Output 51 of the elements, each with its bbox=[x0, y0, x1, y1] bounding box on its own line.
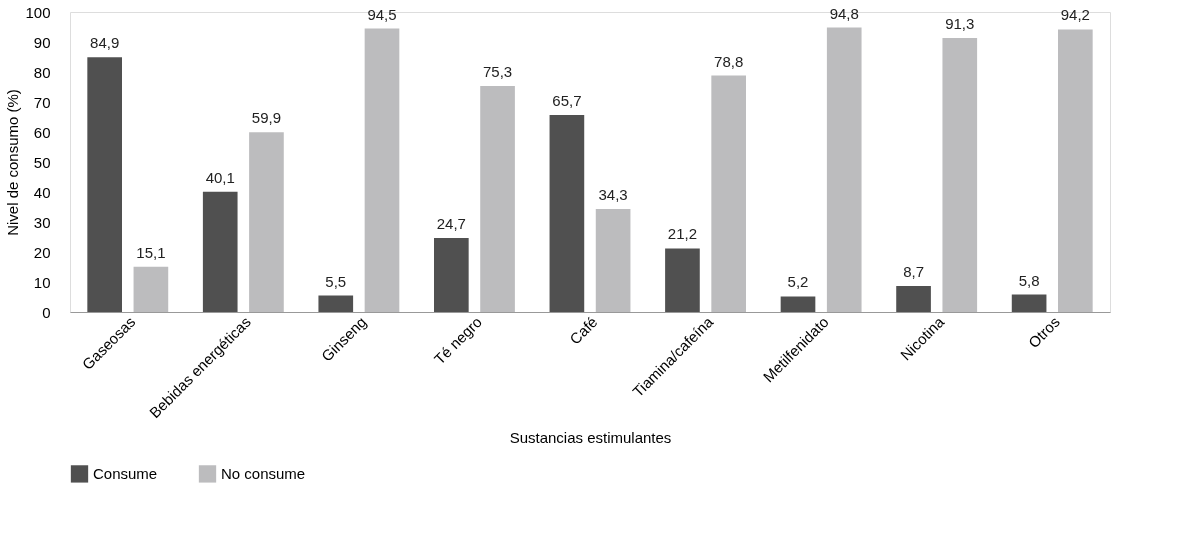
data-label: 59,9 bbox=[251, 109, 282, 127]
y-tick-label: 30 bbox=[33, 213, 51, 231]
data-label: 34,3 bbox=[598, 186, 628, 204]
bar bbox=[87, 57, 122, 312]
y-tick-label: 50 bbox=[33, 153, 51, 171]
data-label: 65,7 bbox=[552, 91, 582, 109]
data-label: 21,2 bbox=[667, 225, 698, 243]
y-tick-label: 10 bbox=[33, 273, 51, 291]
data-label: 94,2 bbox=[1060, 6, 1090, 24]
bar bbox=[1011, 294, 1047, 312]
bar bbox=[780, 296, 816, 312]
data-label: 91,3 bbox=[945, 15, 975, 33]
y-tick-label: 70 bbox=[33, 93, 51, 111]
bar bbox=[1058, 29, 1093, 312]
y-tick-label: 0 bbox=[42, 303, 51, 321]
data-label: 94,5 bbox=[367, 5, 397, 23]
legend-label: Consume bbox=[93, 464, 158, 482]
data-label: 75,3 bbox=[482, 63, 513, 81]
bar bbox=[480, 86, 515, 312]
data-label: 5,8 bbox=[1018, 271, 1040, 289]
y-tick-label: 90 bbox=[33, 33, 51, 51]
bar bbox=[711, 75, 746, 312]
bar bbox=[942, 38, 978, 312]
x-axis-title: Sustancias estimulantes bbox=[509, 429, 672, 447]
data-label: 40,1 bbox=[205, 168, 235, 186]
bar bbox=[133, 266, 169, 312]
legend-label: No consume bbox=[221, 464, 306, 482]
bar bbox=[896, 285, 931, 312]
bar bbox=[249, 132, 284, 312]
data-label: 84,9 bbox=[90, 34, 120, 52]
y-tick-label: 20 bbox=[33, 243, 51, 261]
data-label: 8,7 bbox=[903, 262, 924, 280]
y-axis-title: Nivel de consumo (%) bbox=[4, 89, 22, 236]
data-label: 15,1 bbox=[136, 243, 166, 261]
bar bbox=[595, 209, 631, 312]
bar bbox=[318, 295, 354, 312]
bar bbox=[202, 191, 238, 312]
bar bbox=[434, 237, 469, 312]
bar bbox=[826, 27, 862, 312]
bar bbox=[665, 248, 700, 312]
data-label: 5,2 bbox=[787, 273, 809, 291]
y-tick-label: 60 bbox=[33, 123, 51, 141]
y-tick-label: 80 bbox=[33, 63, 51, 81]
bar bbox=[549, 114, 585, 312]
data-label: 5,5 bbox=[325, 272, 347, 290]
y-tick-label: 40 bbox=[33, 183, 51, 201]
y-tick-label: 100 bbox=[25, 3, 51, 21]
data-label: 24,7 bbox=[436, 214, 466, 232]
data-label: 78,8 bbox=[714, 52, 744, 70]
bar bbox=[364, 28, 400, 312]
data-label: 94,8 bbox=[829, 4, 859, 22]
